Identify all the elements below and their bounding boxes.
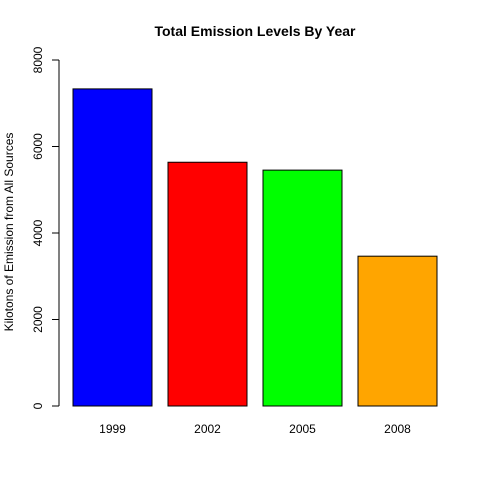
bar-1999	[72, 88, 153, 407]
bar-2008	[357, 255, 438, 407]
bars	[72, 88, 438, 407]
y-axis: 0 2000 4000 6000 8000	[31, 46, 60, 409]
x-tick-label: 2002	[194, 422, 221, 436]
x-tick-label: 2005	[289, 422, 316, 436]
x-axis-labels: 1999 2002 2005 2008	[99, 422, 411, 436]
bar-2005	[262, 169, 343, 407]
y-tick-label: 6000	[31, 133, 45, 160]
y-tick-label: 0	[31, 402, 45, 409]
bar-2002	[167, 161, 248, 407]
x-tick-label: 1999	[99, 422, 126, 436]
x-tick-label: 2008	[384, 422, 411, 436]
y-axis-label: Kilotons of Emission from All Sources	[2, 133, 16, 332]
y-tick-label: 8000	[31, 46, 45, 73]
chart-title: Total Emission Levels By Year	[154, 23, 356, 39]
y-tick-label: 4000	[31, 219, 45, 246]
y-tick-label: 2000	[31, 306, 45, 333]
